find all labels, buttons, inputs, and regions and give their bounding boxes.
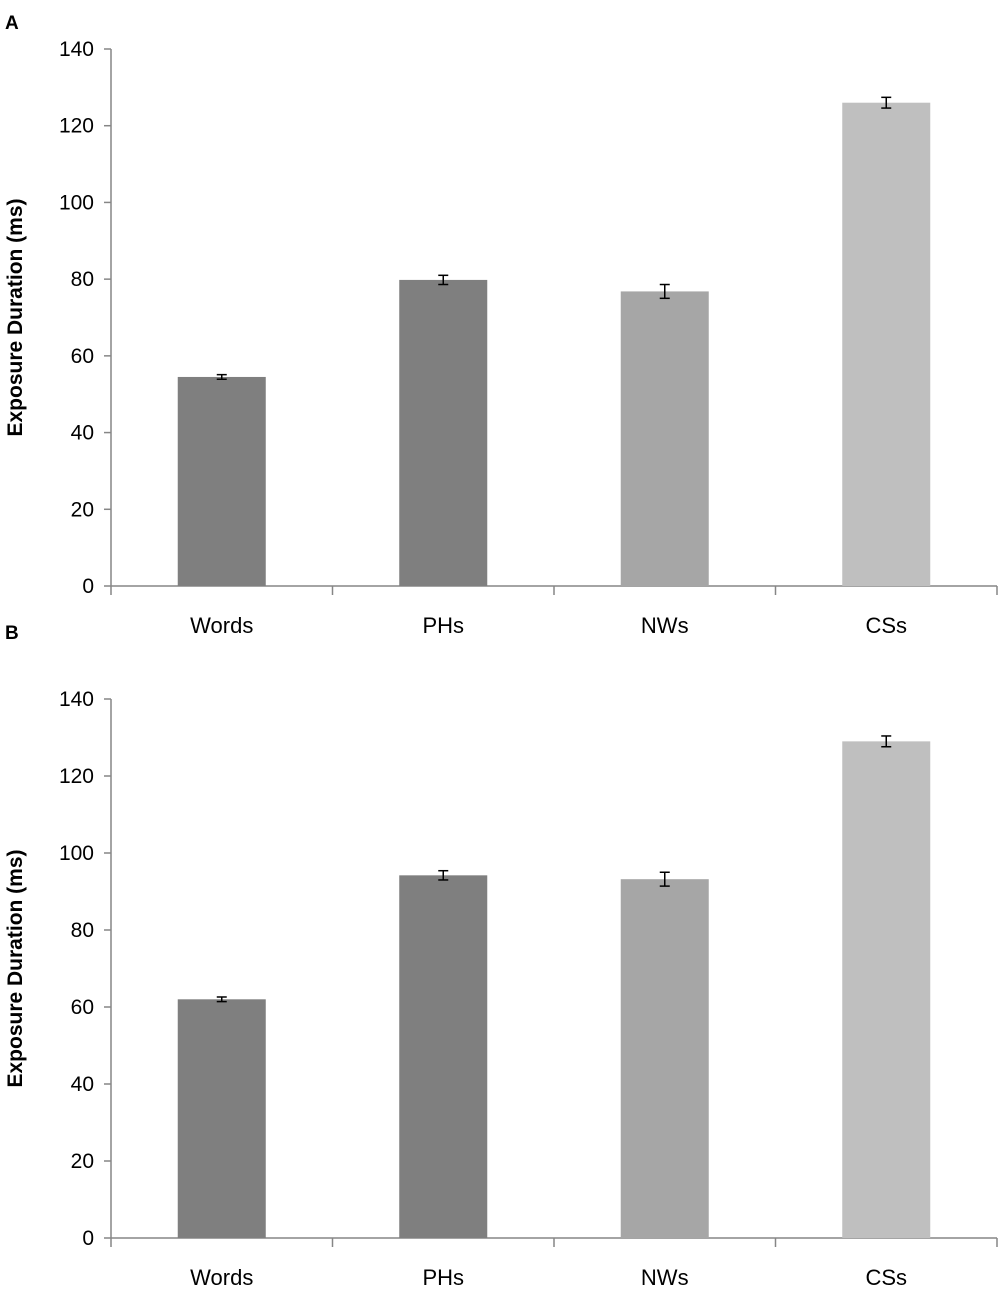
y-tick-label: 20 — [71, 1150, 94, 1173]
y-tick-label: 0 — [82, 575, 94, 598]
y-tick-label: 80 — [71, 268, 94, 291]
chart-panel-b: B Exposure Duration (ms) 0 20 40 60 80 100 120 14… — [4, 623, 998, 1290]
y-tick-label: 80 — [71, 919, 94, 942]
x-tick-label: Words — [190, 613, 253, 638]
chart-panel-a: A Exposure Duration (ms) 0 20 40 60 80 100 120 14… — [4, 13, 998, 638]
y-tick-label: 140 — [59, 38, 94, 61]
y-tick-label: 60 — [71, 996, 94, 1019]
bar-css — [842, 741, 931, 1238]
y-tick-label: 100 — [59, 191, 94, 214]
panel-label: A — [5, 13, 19, 34]
y-tick-label: 40 — [71, 422, 94, 445]
x-tick-label: Words — [190, 1265, 253, 1287]
bar-words — [177, 999, 266, 1238]
y-tick-label: 20 — [71, 498, 94, 521]
bar-css — [842, 102, 931, 586]
x-tick-label: PHs — [422, 1265, 464, 1287]
y-tick-label: 140 — [59, 688, 94, 711]
y-tick-label: 0 — [82, 1227, 94, 1250]
bar-nws — [620, 879, 709, 1238]
x-tick-label: NWs — [641, 1265, 689, 1287]
y-tick-label: 120 — [59, 115, 94, 138]
x-tick-label: PHs — [422, 613, 464, 638]
bar-phs — [399, 279, 488, 586]
y-tick-label: 40 — [71, 1073, 94, 1096]
bar-phs — [399, 875, 488, 1238]
y-tick-label: 60 — [71, 345, 94, 368]
y-axis-label: Exposure Duration (ms) — [4, 849, 27, 1087]
panel-label: B — [5, 623, 19, 644]
x-tick-label: NWs — [641, 613, 689, 638]
x-tick-label: CSs — [865, 1265, 907, 1287]
y-tick-label: 100 — [59, 842, 94, 865]
bar-nws — [620, 291, 709, 586]
x-tick-label: CSs — [865, 613, 907, 638]
bar-words — [177, 376, 266, 586]
y-axis-label: Exposure Duration (ms) — [4, 198, 27, 436]
y-tick-label: 120 — [59, 765, 94, 788]
